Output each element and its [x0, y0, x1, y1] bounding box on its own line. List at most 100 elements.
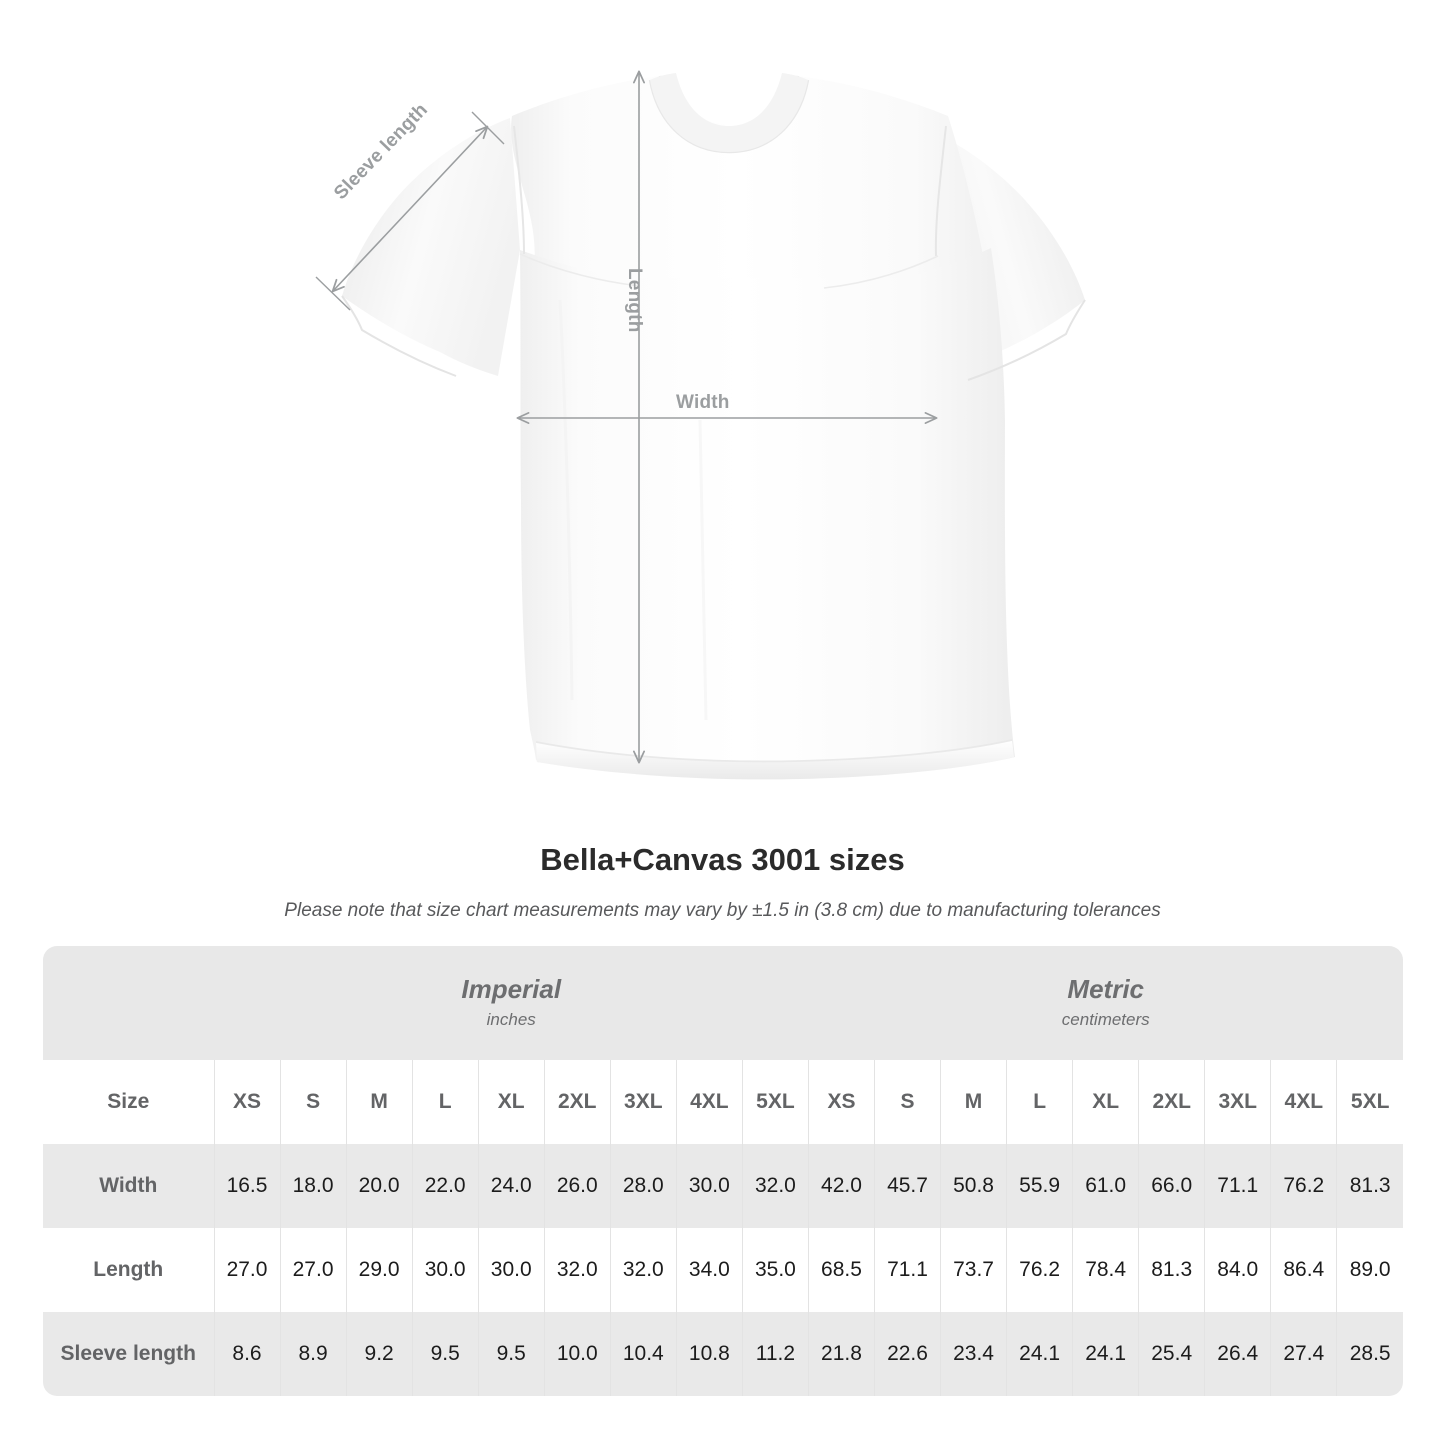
- table-cell: 61.0: [1072, 1144, 1139, 1228]
- table-cell: 32.0: [609, 1228, 677, 1312]
- unit-banner-row: Imperial inches Metric centimeters: [43, 946, 1403, 1060]
- table-cell: 16.5: [213, 1144, 281, 1228]
- table-cell: 21.8: [807, 1312, 875, 1396]
- column-header-size: M: [345, 1060, 413, 1144]
- table-cell: 8.6: [213, 1312, 281, 1396]
- table-cell: 30.0: [411, 1228, 479, 1312]
- unit-group-metric: Metric centimeters: [808, 946, 1403, 1060]
- column-header-size: 2XL: [543, 1060, 611, 1144]
- sleeve-length-arrow: [331, 125, 489, 293]
- table-cell: 29.0: [345, 1228, 413, 1312]
- title-block: Bella+Canvas 3001 sizes Please note that…: [0, 840, 1445, 923]
- column-header-size: 2XL: [1138, 1060, 1205, 1144]
- table-cell: 35.0: [741, 1228, 809, 1312]
- table-row: Sleeve length 8.6 8.9 9.2 9.5 9.5 10.0 10.4 10.8…: [43, 1312, 1403, 1396]
- size-chart-table-wrap: Imperial inches Metric centimeters Size XS S M L…: [43, 946, 1403, 1396]
- column-header-size: 5XL: [741, 1060, 809, 1144]
- table-cell: 66.0: [1138, 1144, 1205, 1228]
- unit-group-name: Imperial: [461, 974, 562, 1004]
- column-header-size: S: [873, 1060, 941, 1144]
- table-cell: 42.0: [807, 1144, 875, 1228]
- table-cell: 28.5: [1336, 1312, 1403, 1396]
- column-header-size: XL: [477, 1060, 545, 1144]
- table-cell: 32.0: [543, 1228, 611, 1312]
- table-cell: 73.7: [940, 1228, 1007, 1312]
- size-chart-table: Imperial inches Metric centimeters Size XS S M L…: [43, 946, 1403, 1396]
- table-cell: 24.1: [1006, 1312, 1073, 1396]
- sleeve-tick-end: [471, 111, 505, 145]
- table-cell: 9.5: [411, 1312, 479, 1396]
- unit-group-subtitle: inches: [486, 1010, 536, 1029]
- page-title: Bella+Canvas 3001 sizes: [540, 842, 905, 877]
- table-row: Width 16.5 18.0 20.0 22.0 24.0 26.0 28.0 30.0 32.…: [43, 1144, 1403, 1228]
- row-header-size: Size: [43, 1060, 214, 1144]
- table-cell: 28.0: [609, 1144, 677, 1228]
- table-cell: 84.0: [1204, 1228, 1271, 1312]
- table-cell: 10.4: [609, 1312, 677, 1396]
- table-cell: 30.0: [477, 1228, 545, 1312]
- table-cell: 81.3: [1138, 1228, 1205, 1312]
- table-cell: 34.0: [675, 1228, 743, 1312]
- table-cell: 71.1: [1204, 1144, 1271, 1228]
- table-cell: 10.8: [675, 1312, 743, 1396]
- table-row: Length 27.0 27.0 29.0 30.0 30.0 32.0 32.0 34.0 35…: [43, 1228, 1403, 1312]
- table-cell: 27.4: [1270, 1312, 1337, 1396]
- table-cell: 27.0: [213, 1228, 281, 1312]
- table-cell: 81.3: [1336, 1144, 1403, 1228]
- table-cell: 68.5: [807, 1228, 875, 1312]
- table-cell: 9.2: [345, 1312, 413, 1396]
- column-header-size: XS: [807, 1060, 875, 1144]
- tshirt-illustration: Sleeve length Length Width: [315, 70, 1086, 780]
- table-cell: 86.4: [1270, 1228, 1337, 1312]
- unit-group-imperial: Imperial inches: [214, 946, 809, 1060]
- unit-group-subtitle: centimeters: [1061, 1010, 1150, 1029]
- width-label: Width: [676, 392, 730, 413]
- column-header-size: 4XL: [675, 1060, 743, 1144]
- column-header-size: 3XL: [609, 1060, 677, 1144]
- table-cell: 32.0: [741, 1144, 809, 1228]
- size-header-row: Size XS S M L XL 2XL 3XL 4XL 5XL XS S M L XL 2XL 3XL 4XL 5…: [43, 1060, 1403, 1144]
- table-cell: 76.2: [1270, 1144, 1337, 1228]
- table-cell: 24.0: [477, 1144, 545, 1228]
- column-header-size: L: [1006, 1060, 1073, 1144]
- table-cell: 27.0: [279, 1228, 347, 1312]
- table-cell: 10.0: [543, 1312, 611, 1396]
- column-header-size: XL: [1072, 1060, 1139, 1144]
- table-cell: 26.4: [1204, 1312, 1271, 1396]
- table-cell: 45.7: [873, 1144, 941, 1228]
- row-label: Sleeve length: [43, 1312, 214, 1396]
- sleeve-tick-start: [315, 276, 351, 311]
- table-cell: 55.9: [1006, 1144, 1073, 1228]
- table-cell: 30.0: [675, 1144, 743, 1228]
- table-cell: 23.4: [940, 1312, 1007, 1396]
- column-header-size: M: [940, 1060, 1007, 1144]
- table-cell: 78.4: [1072, 1228, 1139, 1312]
- unit-group-name: Metric: [1067, 974, 1144, 1004]
- table-cell: 89.0: [1336, 1228, 1403, 1312]
- unit-banner-spacer: [43, 946, 214, 1060]
- row-label: Length: [43, 1228, 214, 1312]
- table-cell: 24.1: [1072, 1312, 1139, 1396]
- column-header-size: 3XL: [1204, 1060, 1271, 1144]
- dimension-arrows: [315, 70, 938, 764]
- column-header-size: 4XL: [1270, 1060, 1337, 1144]
- table-cell: 50.8: [940, 1144, 1007, 1228]
- column-header-size: 5XL: [1336, 1060, 1403, 1144]
- table-cell: 8.9: [279, 1312, 347, 1396]
- tolerance-note: Please note that size chart measurements…: [284, 900, 1161, 921]
- table-cell: 25.4: [1138, 1312, 1205, 1396]
- table-cell: 9.5: [477, 1312, 545, 1396]
- table-cell: 76.2: [1006, 1228, 1073, 1312]
- table-cell: 11.2: [741, 1312, 809, 1396]
- row-label: Width: [43, 1144, 214, 1228]
- table-cell: 20.0: [345, 1144, 413, 1228]
- table-cell: 71.1: [873, 1228, 941, 1312]
- table-cell: 18.0: [279, 1144, 347, 1228]
- table-cell: 26.0: [543, 1144, 611, 1228]
- length-label: Length: [624, 268, 645, 333]
- tshirt-body: [341, 73, 1086, 780]
- table-cell: 22.6: [873, 1312, 941, 1396]
- column-header-size: S: [279, 1060, 347, 1144]
- column-header-size: L: [411, 1060, 479, 1144]
- column-header-size: XS: [213, 1060, 281, 1144]
